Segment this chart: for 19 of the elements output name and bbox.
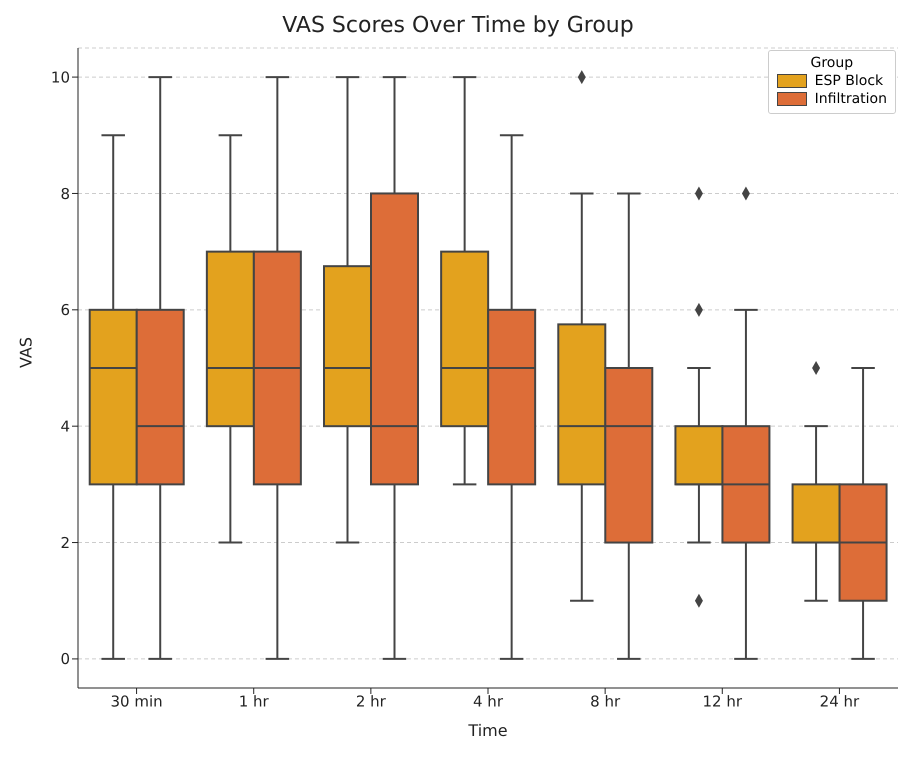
y-tick-label: 4 [60,418,70,436]
x-tick-label: 8 hr [590,692,621,711]
x-tick-label: 24 hr [820,692,860,711]
x-tick-label: 12 hr [702,692,743,711]
x-tick-label: 1 hr [238,692,270,711]
chart-title: VAS Scores Over Time by Group [281,12,635,40]
x-tick-label: 2 hr [356,692,387,711]
y-tick-label: 0 [60,650,70,668]
x-tick-label: 30 min [110,692,163,711]
x-axis-title: Time [467,721,508,740]
x-tick-label: 4 hr [473,692,504,711]
legend-label: Infiltration [814,91,887,107]
legend-label: ESP Block [814,73,884,89]
y-tick-label: 6 [60,301,70,320]
y-tick-label: 2 [60,534,70,552]
y-tick-label: 10 [50,68,70,86]
y-axis-title: VAS [16,336,36,368]
legend-title: Group [810,55,854,71]
y-tick-label: 8 [60,184,70,203]
